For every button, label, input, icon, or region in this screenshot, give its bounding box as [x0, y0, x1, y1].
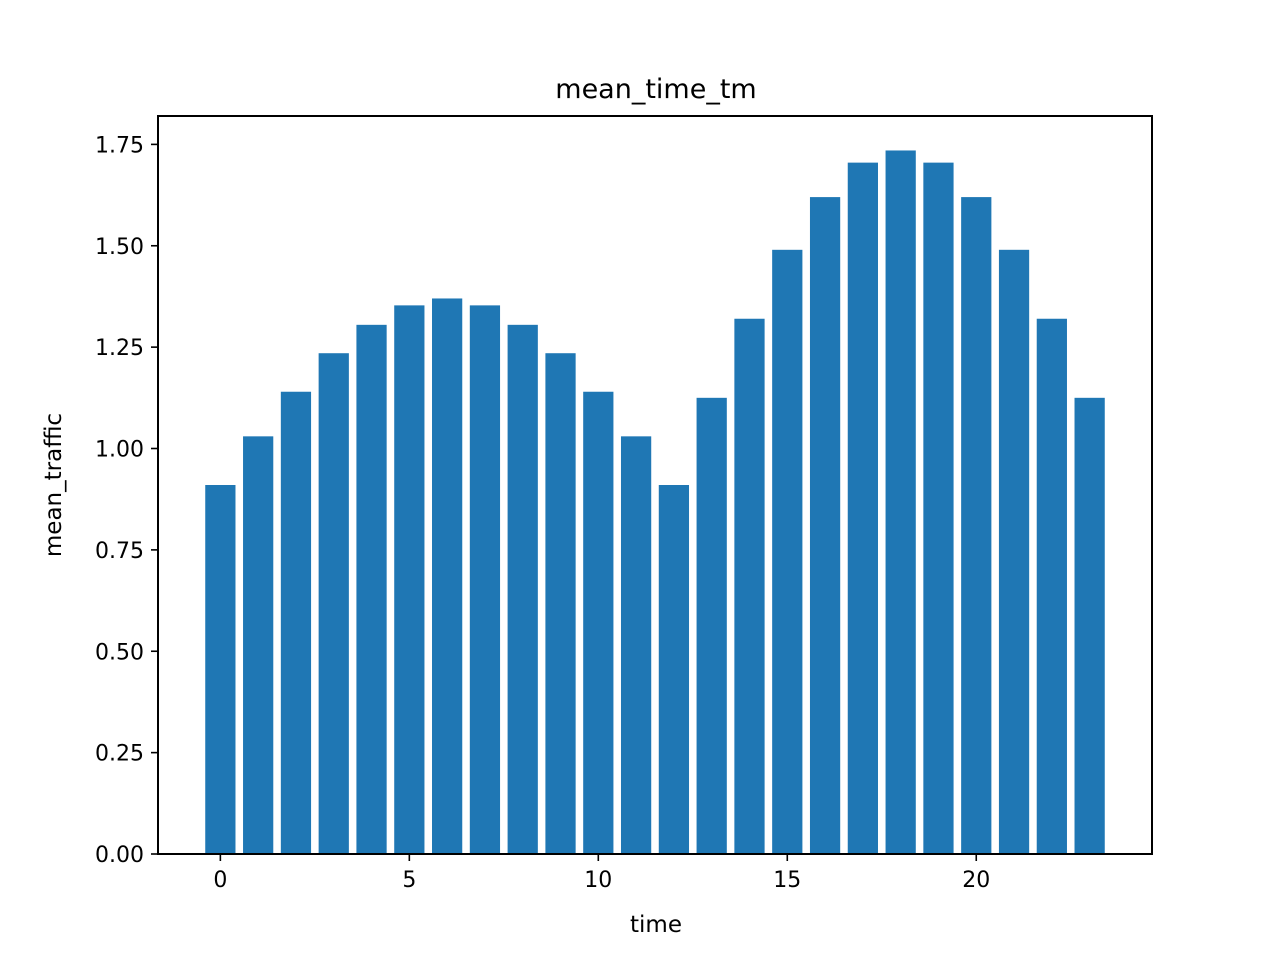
bar-19 [923, 162, 954, 854]
bar-15 [772, 249, 803, 854]
bar-21 [998, 249, 1030, 854]
y-tick-label: 0.50 [95, 640, 144, 665]
y-tick-label: 0.75 [95, 539, 144, 564]
bar-9 [545, 353, 576, 854]
bar-11 [620, 436, 652, 854]
x-axis-ticks: 0 5 10 15 20 [213, 854, 990, 893]
chart-title: mean_time_tm [555, 74, 756, 105]
y-tick-label: 1.25 [95, 336, 144, 361]
bar-13 [696, 397, 727, 854]
bar-1 [243, 436, 274, 854]
bar-4 [356, 324, 387, 855]
bar-3 [318, 353, 349, 854]
x-tick-label: 0 [213, 868, 227, 893]
bars [205, 150, 1105, 855]
x-tick-label: 5 [402, 868, 416, 893]
bar-23 [1074, 397, 1105, 854]
bar-22 [1036, 318, 1067, 854]
bar-5 [394, 305, 425, 854]
bar-0 [205, 485, 236, 854]
y-tick-label: 1.00 [95, 438, 144, 463]
bar-14 [734, 318, 765, 854]
bar-20 [961, 197, 992, 855]
bar-17 [847, 162, 878, 854]
x-tick-label: 20 [962, 868, 990, 893]
bar-6 [432, 298, 463, 855]
x-tick-label: 15 [773, 868, 801, 893]
y-tick-label: 1.50 [95, 235, 144, 260]
bar-8 [507, 324, 538, 855]
bar-7 [469, 305, 501, 854]
bar-16 [809, 197, 841, 855]
bar-18 [885, 150, 916, 855]
bar-10 [583, 391, 614, 854]
bar-12 [658, 485, 690, 854]
plot-frame [157, 115, 1153, 855]
x-axis-label: time [630, 912, 682, 938]
x-tick-label: 10 [584, 868, 612, 893]
y-axis-ticks: 0.00 0.25 0.50 0.75 1.00 1.25 1.50 1.75 [95, 133, 158, 868]
y-tick-label: 1.75 [95, 133, 144, 158]
bar-2 [280, 391, 312, 854]
y-tick-label: 0.25 [95, 742, 144, 767]
y-tick-label: 0.00 [95, 843, 144, 868]
y-axis-label: mean_traffic [41, 413, 67, 557]
